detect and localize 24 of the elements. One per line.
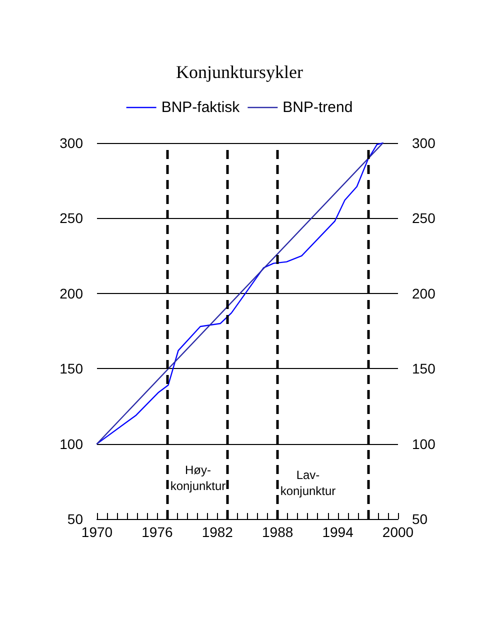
y2-tick-label: 100	[412, 436, 436, 452]
y2-tick-label: 250	[412, 210, 436, 226]
y-tick-label: 150	[60, 360, 84, 377]
chart-title: Konjunktursykler	[176, 62, 303, 82]
y-tick-label: 300	[60, 135, 84, 151]
x-tick-label: 1982	[202, 524, 234, 540]
x-tick-label: 2000	[382, 524, 414, 540]
line-series	[96, 142, 384, 444]
legend-label: BNP-faktisk	[161, 99, 240, 116]
annotation: Lav- konjunktur	[280, 468, 336, 498]
y2-tick-label: 150	[412, 360, 436, 377]
x-tick-label: 1988	[262, 524, 294, 540]
y2-tick-label: 300	[412, 135, 436, 151]
y-tick-label: 250	[60, 210, 84, 226]
annotation: Høy- konjunktur	[170, 463, 226, 493]
x-tick-label: 1994	[322, 524, 354, 540]
y-tick-label: 50	[67, 511, 84, 527]
x-tick-label: 1976	[142, 524, 173, 540]
y-tick-label: 200	[60, 285, 84, 302]
y-tick-label: 100	[60, 436, 84, 452]
y2-tick-label: 200	[412, 285, 436, 302]
y2-tick-label: 50	[412, 511, 428, 527]
legend-label: BNP-trend	[282, 99, 353, 116]
x-tick-label: 1970	[81, 524, 113, 540]
